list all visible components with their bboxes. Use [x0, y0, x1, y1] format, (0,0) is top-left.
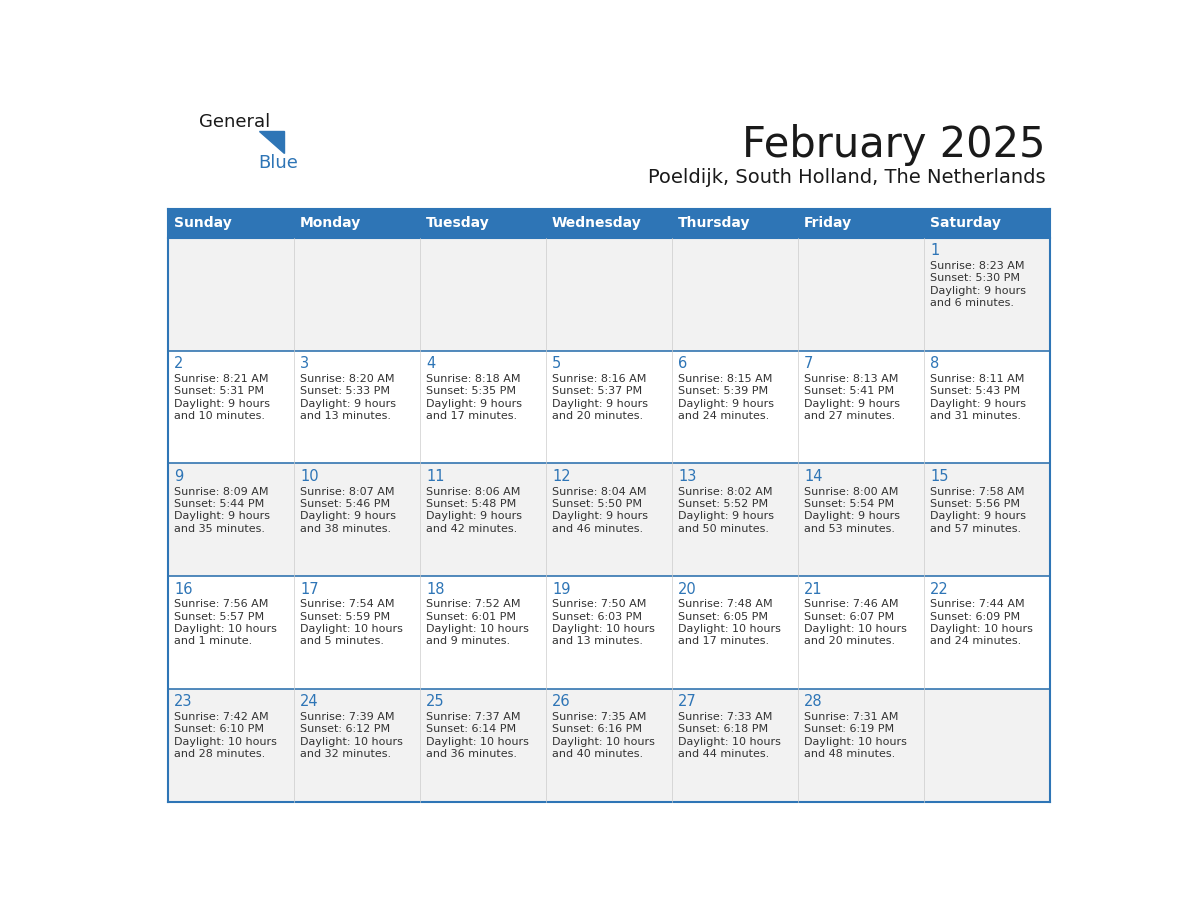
Bar [168, 208, 1050, 238]
Text: Sunrise: 8:23 AM
Sunset: 5:30 PM
Daylight: 9 hours
and 6 minutes.: Sunrise: 8:23 AM Sunset: 5:30 PM Dayligh… [930, 261, 1026, 308]
Text: Blue: Blue [259, 154, 298, 172]
Text: 23: 23 [175, 694, 192, 710]
Polygon shape [259, 131, 284, 152]
Text: 27: 27 [678, 694, 697, 710]
Text: Sunrise: 7:42 AM
Sunset: 6:10 PM
Daylight: 10 hours
and 28 minutes.: Sunrise: 7:42 AM Sunset: 6:10 PM Dayligh… [175, 712, 277, 759]
Bar [168, 577, 1050, 688]
Text: Sunrise: 8:18 AM
Sunset: 5:35 PM
Daylight: 9 hours
and 17 minutes.: Sunrise: 8:18 AM Sunset: 5:35 PM Dayligh… [426, 374, 522, 421]
Text: 11: 11 [426, 469, 444, 484]
Text: Poeldijk, South Holland, The Netherlands: Poeldijk, South Holland, The Netherlands [649, 168, 1045, 187]
Text: Sunrise: 7:52 AM
Sunset: 6:01 PM
Daylight: 10 hours
and 9 minutes.: Sunrise: 7:52 AM Sunset: 6:01 PM Dayligh… [426, 599, 529, 646]
Text: Saturday: Saturday [930, 217, 1001, 230]
Text: Tuesday: Tuesday [426, 217, 489, 230]
Bar [168, 688, 1050, 801]
Text: 22: 22 [930, 582, 949, 597]
Text: Sunrise: 7:56 AM
Sunset: 5:57 PM
Daylight: 10 hours
and 1 minute.: Sunrise: 7:56 AM Sunset: 5:57 PM Dayligh… [175, 599, 277, 646]
Text: 1: 1 [930, 243, 940, 258]
Text: 6: 6 [678, 356, 688, 371]
Text: Sunrise: 7:50 AM
Sunset: 6:03 PM
Daylight: 10 hours
and 13 minutes.: Sunrise: 7:50 AM Sunset: 6:03 PM Dayligh… [552, 599, 655, 646]
Text: 3: 3 [301, 356, 309, 371]
Text: Sunrise: 7:58 AM
Sunset: 5:56 PM
Daylight: 9 hours
and 57 minutes.: Sunrise: 7:58 AM Sunset: 5:56 PM Dayligh… [930, 487, 1026, 533]
Text: Sunrise: 8:11 AM
Sunset: 5:43 PM
Daylight: 9 hours
and 31 minutes.: Sunrise: 8:11 AM Sunset: 5:43 PM Dayligh… [930, 374, 1026, 421]
Text: Sunrise: 7:35 AM
Sunset: 6:16 PM
Daylight: 10 hours
and 40 minutes.: Sunrise: 7:35 AM Sunset: 6:16 PM Dayligh… [552, 712, 655, 759]
Text: Wednesday: Wednesday [552, 217, 642, 230]
Text: 28: 28 [804, 694, 822, 710]
Text: 14: 14 [804, 469, 822, 484]
Text: 7: 7 [804, 356, 814, 371]
Text: Sunrise: 7:48 AM
Sunset: 6:05 PM
Daylight: 10 hours
and 17 minutes.: Sunrise: 7:48 AM Sunset: 6:05 PM Dayligh… [678, 599, 781, 646]
Text: General: General [198, 113, 270, 131]
Text: 19: 19 [552, 582, 570, 597]
Text: 8: 8 [930, 356, 940, 371]
Text: Sunrise: 7:44 AM
Sunset: 6:09 PM
Daylight: 10 hours
and 24 minutes.: Sunrise: 7:44 AM Sunset: 6:09 PM Dayligh… [930, 599, 1032, 646]
Text: Sunrise: 8:06 AM
Sunset: 5:48 PM
Daylight: 9 hours
and 42 minutes.: Sunrise: 8:06 AM Sunset: 5:48 PM Dayligh… [426, 487, 522, 533]
Text: 5: 5 [552, 356, 561, 371]
Text: Monday: Monday [301, 217, 361, 230]
Text: 25: 25 [426, 694, 444, 710]
Text: Sunrise: 8:13 AM
Sunset: 5:41 PM
Daylight: 9 hours
and 27 minutes.: Sunrise: 8:13 AM Sunset: 5:41 PM Dayligh… [804, 374, 901, 421]
Text: 4: 4 [426, 356, 435, 371]
Text: Sunrise: 8:21 AM
Sunset: 5:31 PM
Daylight: 9 hours
and 10 minutes.: Sunrise: 8:21 AM Sunset: 5:31 PM Dayligh… [175, 374, 270, 421]
Text: 9: 9 [175, 469, 183, 484]
Text: 18: 18 [426, 582, 444, 597]
Text: Sunrise: 8:16 AM
Sunset: 5:37 PM
Daylight: 9 hours
and 20 minutes.: Sunrise: 8:16 AM Sunset: 5:37 PM Dayligh… [552, 374, 647, 421]
Text: Sunrise: 8:15 AM
Sunset: 5:39 PM
Daylight: 9 hours
and 24 minutes.: Sunrise: 8:15 AM Sunset: 5:39 PM Dayligh… [678, 374, 775, 421]
Text: Sunrise: 7:54 AM
Sunset: 5:59 PM
Daylight: 10 hours
and 5 minutes.: Sunrise: 7:54 AM Sunset: 5:59 PM Dayligh… [301, 599, 403, 646]
Text: 2: 2 [175, 356, 183, 371]
Text: 12: 12 [552, 469, 570, 484]
Text: 20: 20 [678, 582, 697, 597]
Text: 17: 17 [301, 582, 318, 597]
Text: Sunrise: 7:31 AM
Sunset: 6:19 PM
Daylight: 10 hours
and 48 minutes.: Sunrise: 7:31 AM Sunset: 6:19 PM Dayligh… [804, 712, 906, 759]
Text: 10: 10 [301, 469, 318, 484]
Text: Thursday: Thursday [678, 217, 751, 230]
Bar [168, 464, 1050, 577]
Text: 13: 13 [678, 469, 696, 484]
Text: Sunday: Sunday [175, 217, 232, 230]
Text: Sunrise: 8:00 AM
Sunset: 5:54 PM
Daylight: 9 hours
and 53 minutes.: Sunrise: 8:00 AM Sunset: 5:54 PM Dayligh… [804, 487, 901, 533]
Text: February 2025: February 2025 [742, 124, 1045, 166]
Text: Sunrise: 8:04 AM
Sunset: 5:50 PM
Daylight: 9 hours
and 46 minutes.: Sunrise: 8:04 AM Sunset: 5:50 PM Dayligh… [552, 487, 647, 533]
Text: 24: 24 [301, 694, 318, 710]
Text: Sunrise: 8:09 AM
Sunset: 5:44 PM
Daylight: 9 hours
and 35 minutes.: Sunrise: 8:09 AM Sunset: 5:44 PM Dayligh… [175, 487, 270, 533]
Text: Sunrise: 7:37 AM
Sunset: 6:14 PM
Daylight: 10 hours
and 36 minutes.: Sunrise: 7:37 AM Sunset: 6:14 PM Dayligh… [426, 712, 529, 759]
Text: Sunrise: 7:33 AM
Sunset: 6:18 PM
Daylight: 10 hours
and 44 minutes.: Sunrise: 7:33 AM Sunset: 6:18 PM Dayligh… [678, 712, 781, 759]
Text: Friday: Friday [804, 217, 852, 230]
Bar [168, 238, 1050, 351]
Text: 16: 16 [175, 582, 192, 597]
Text: Sunrise: 8:02 AM
Sunset: 5:52 PM
Daylight: 9 hours
and 50 minutes.: Sunrise: 8:02 AM Sunset: 5:52 PM Dayligh… [678, 487, 775, 533]
Text: 26: 26 [552, 694, 570, 710]
Text: 15: 15 [930, 469, 948, 484]
Text: Sunrise: 8:20 AM
Sunset: 5:33 PM
Daylight: 9 hours
and 13 minutes.: Sunrise: 8:20 AM Sunset: 5:33 PM Dayligh… [301, 374, 396, 421]
Bar [168, 351, 1050, 464]
Text: Sunrise: 7:39 AM
Sunset: 6:12 PM
Daylight: 10 hours
and 32 minutes.: Sunrise: 7:39 AM Sunset: 6:12 PM Dayligh… [301, 712, 403, 759]
Text: Sunrise: 8:07 AM
Sunset: 5:46 PM
Daylight: 9 hours
and 38 minutes.: Sunrise: 8:07 AM Sunset: 5:46 PM Dayligh… [301, 487, 396, 533]
Text: 21: 21 [804, 582, 822, 597]
Text: Sunrise: 7:46 AM
Sunset: 6:07 PM
Daylight: 10 hours
and 20 minutes.: Sunrise: 7:46 AM Sunset: 6:07 PM Dayligh… [804, 599, 906, 646]
